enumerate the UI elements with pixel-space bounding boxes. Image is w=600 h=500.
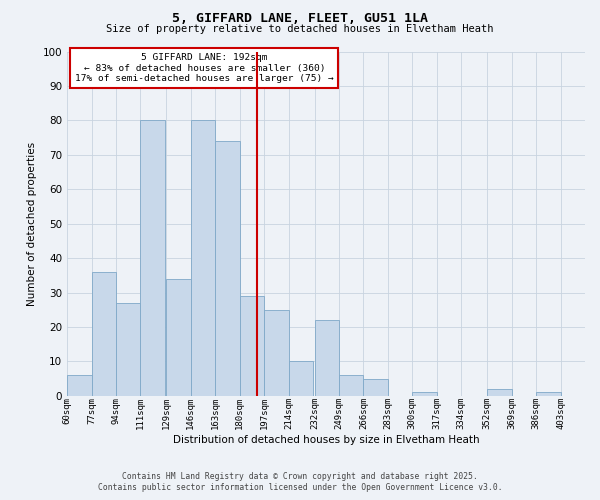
Bar — [264, 310, 289, 396]
Bar — [140, 120, 165, 396]
Bar — [166, 278, 191, 396]
Bar — [289, 362, 313, 396]
Bar — [314, 320, 339, 396]
Bar — [67, 375, 92, 396]
Text: 5 GIFFARD LANE: 192sqm
← 83% of detached houses are smaller (360)
17% of semi-de: 5 GIFFARD LANE: 192sqm ← 83% of detached… — [75, 53, 334, 83]
Bar — [339, 375, 364, 396]
Bar — [412, 392, 437, 396]
Text: Size of property relative to detached houses in Elvetham Heath: Size of property relative to detached ho… — [106, 24, 494, 34]
Y-axis label: Number of detached properties: Number of detached properties — [27, 142, 37, 306]
Bar — [215, 141, 239, 396]
Bar — [364, 378, 388, 396]
Bar — [536, 392, 560, 396]
X-axis label: Distribution of detached houses by size in Elvetham Heath: Distribution of detached houses by size … — [173, 435, 479, 445]
Bar — [191, 120, 215, 396]
Bar — [487, 389, 512, 396]
Bar — [92, 272, 116, 396]
Bar — [239, 296, 264, 396]
Text: Contains HM Land Registry data © Crown copyright and database right 2025.
Contai: Contains HM Land Registry data © Crown c… — [98, 472, 502, 492]
Text: 5, GIFFARD LANE, FLEET, GU51 1LA: 5, GIFFARD LANE, FLEET, GU51 1LA — [172, 12, 428, 26]
Bar — [116, 303, 140, 396]
